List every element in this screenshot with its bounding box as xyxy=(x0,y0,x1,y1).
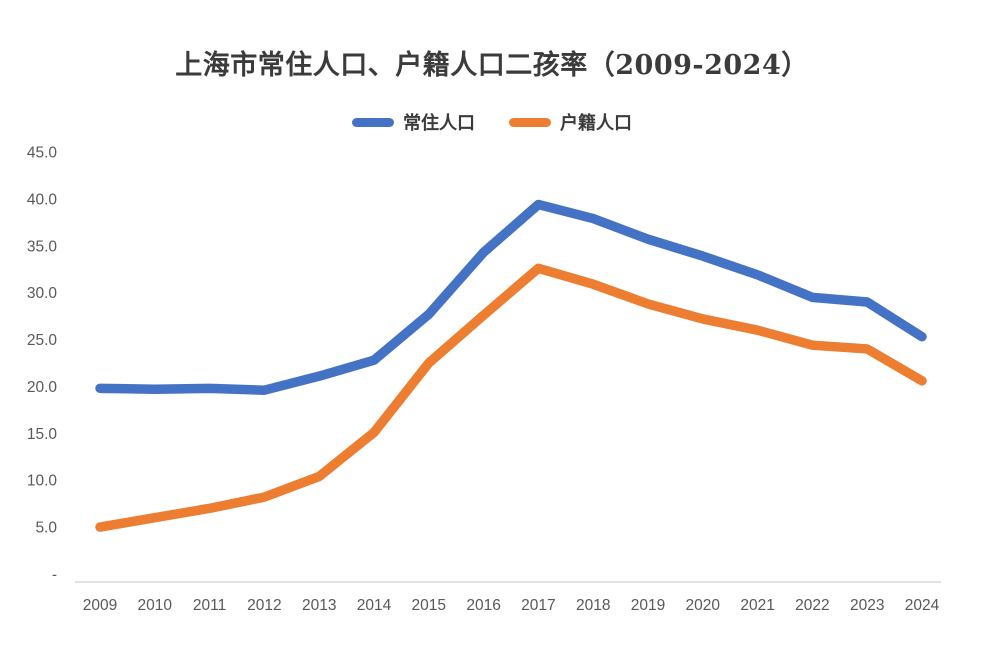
y-tick-label: 45.0 xyxy=(27,145,58,162)
x-tick-label: 2011 xyxy=(193,597,226,614)
x-tick-label: 2024 xyxy=(905,597,940,614)
legend-label-changzhu: 常住人口 xyxy=(403,113,475,134)
x-tick-label: 2019 xyxy=(631,597,665,614)
y-tick-label: 35.0 xyxy=(27,238,58,255)
chart-header: 上海市常住人口、户籍人口二孩率（2009-2024） 常住人口 户籍人口 xyxy=(0,0,984,135)
y-tick-label: 10.0 xyxy=(27,473,58,490)
x-tick-label: 2021 xyxy=(740,597,774,614)
legend-item-changzhu: 常住人口 xyxy=(352,109,475,135)
x-tick-label: 2015 xyxy=(412,597,446,614)
y-tick-label: 40.0 xyxy=(27,191,58,208)
y-tick-label: - xyxy=(52,567,57,584)
y-tick-label: 20.0 xyxy=(27,379,58,396)
series-line-huji xyxy=(95,263,927,532)
x-tick-label: 2009 xyxy=(83,597,117,614)
legend: 常住人口 户籍人口 xyxy=(0,109,984,135)
x-tick-label: 2017 xyxy=(521,597,555,614)
x-tick-label: 2023 xyxy=(850,597,884,614)
x-tick-label: 2018 xyxy=(576,597,610,614)
chart-title: 上海市常住人口、户籍人口二孩率（2009-2024） xyxy=(175,50,809,81)
y-tick-label: 5.0 xyxy=(35,520,57,537)
legend-label-huji: 户籍人口 xyxy=(560,113,632,134)
x-tick-label: 2016 xyxy=(466,597,500,614)
x-tick-label: 2013 xyxy=(302,597,336,614)
y-tick-label: 15.0 xyxy=(27,426,58,443)
series-line-changzhu xyxy=(95,199,927,395)
x-tick-label: 2012 xyxy=(247,597,281,614)
x-tick-label: 2010 xyxy=(138,597,173,614)
y-tick-label: 30.0 xyxy=(27,285,58,302)
series-swatch-huji-icon xyxy=(509,117,551,127)
legend-item-huji: 户籍人口 xyxy=(509,109,632,135)
x-tick-label: 2020 xyxy=(686,597,721,614)
y-tick-label: 25.0 xyxy=(27,332,58,349)
x-tick-label: 2014 xyxy=(357,597,392,614)
series-swatch-changzhu-icon xyxy=(352,117,394,127)
x-tick-label: 2022 xyxy=(795,597,829,614)
